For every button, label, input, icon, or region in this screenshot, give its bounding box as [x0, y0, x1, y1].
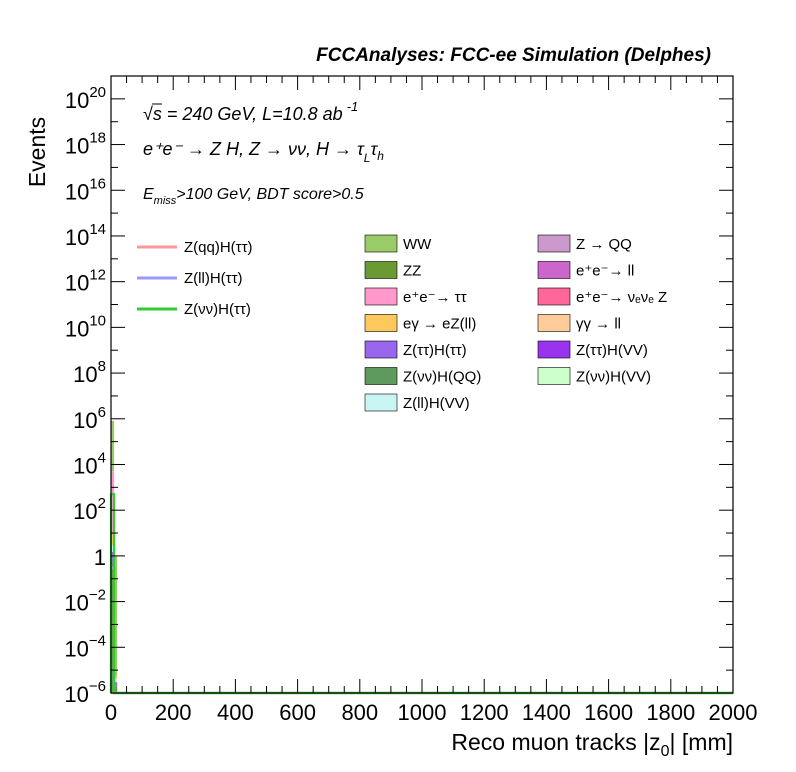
y-tick-label: 102 — [73, 495, 106, 524]
x-tick-label: 1000 — [398, 700, 447, 725]
bar-5-bin-1 — [114, 675, 118, 678]
legend-entry-label: Z(ll)H(ττ) — [184, 270, 243, 287]
legend-box-col2-label: e⁺e⁻→ ll — [576, 263, 634, 280]
legend-box-col2-label: Z → QQ — [576, 236, 632, 253]
bar-6-bin-1 — [114, 555, 118, 676]
legend-box-col1-label: eγ → eZ(ll) — [403, 316, 476, 333]
x-tick-label: 200 — [155, 700, 192, 725]
y-tick-label: 1020 — [65, 84, 106, 113]
legend-box-col1-label: Z(ττ)H(ττ) — [403, 342, 467, 359]
y-tick-label: 10−2 — [64, 587, 106, 616]
legend-box-col1-swatch — [364, 393, 398, 412]
y-tick-label: 1012 — [65, 267, 106, 296]
legend-box-col1-swatch — [364, 261, 398, 279]
x-tick-label: 1600 — [584, 700, 633, 725]
bar-6-bin-0 — [111, 420, 115, 472]
legend-box-col1-swatch — [364, 367, 398, 385]
legend-box-col1-swatch — [364, 340, 398, 359]
x-tick-label: 400 — [217, 700, 254, 725]
legend-box-col1-label: ZZ — [403, 263, 421, 280]
legend-box-col2-label: e⁺e⁻→ νₑνₑ Z — [576, 289, 667, 306]
bar-2-bin-0 — [111, 551, 115, 563]
legend-box-col1-label: e⁺e⁻→ ττ — [403, 289, 467, 306]
bar-0-bin-0 — [111, 670, 115, 693]
x-tick-label: 0 — [105, 700, 117, 725]
legend-box-col2-swatch — [537, 367, 571, 385]
y-axis-title: Events — [24, 117, 50, 187]
legend-entry-label: Z(νν)H(ττ) — [184, 301, 251, 318]
y-tick-label: 1010 — [65, 312, 106, 341]
x-tick-label: 1200 — [460, 700, 509, 725]
bar-2-bin-1 — [114, 682, 118, 687]
signal-line-2 — [109, 493, 733, 695]
x-tick-label: 2000 — [709, 700, 758, 725]
y-tick-label: 104 — [73, 449, 106, 478]
legend-box-col1-label: Z(ll)H(VV) — [403, 395, 470, 412]
legend: Z(qq)H(ττ) Z(ll)H(ττ) Z(νν)H(ττ) WW ZZ e⁺e⁻→ … — [137, 234, 667, 412]
chart-header: FCCAnalyses: FCC-ee Simulation (Delphes) — [316, 45, 711, 66]
annotation-selection: Emiss>100 GeV, BDT score>0.5 — [143, 186, 364, 207]
legend-box-col1-swatch — [364, 314, 398, 332]
bar-3-bin-0 — [111, 544, 115, 552]
legend-box-col1-label: WW — [403, 236, 432, 253]
legend-box-col1-swatch — [364, 234, 398, 253]
y-axis: 10−6 10−4 10−2 1 102 104 106 108 1010 1012 1014 101… — [64, 75, 733, 707]
bar-5-bin-0 — [111, 471, 115, 536]
y-tick-label: 106 — [73, 404, 106, 433]
x-tick-label: 600 — [279, 700, 316, 725]
legend-box-col2-swatch — [537, 234, 571, 253]
bar-1-bin-1 — [114, 686, 118, 693]
y-tick-label: 10−6 — [64, 678, 106, 707]
annotation-energy-lumi: √s = 240 GeV, L=10.8 ab -1 — [143, 99, 358, 124]
bar-1-bin-0 — [111, 562, 115, 671]
legend-entry-label: Z(qq)H(ττ) — [184, 239, 253, 256]
x-axis: 0 200 400 600 800 1000 1200 1400 1600 1800 2000 — [105, 76, 758, 725]
y-tick-label: 1014 — [65, 221, 106, 250]
signal-line-1 — [109, 566, 733, 695]
stacked-histogram — [111, 420, 118, 693]
y-tick-label: 1018 — [65, 130, 106, 159]
legend-box-col2-label: γγ → ll — [576, 316, 621, 333]
legend-box-col1-swatch — [364, 287, 398, 306]
x-tick-label: 800 — [341, 700, 378, 725]
legend-box-col2-swatch — [537, 340, 571, 359]
bar-4-bin-0 — [111, 535, 115, 545]
legend-box-col2-label: Z(ττ)H(VV) — [576, 342, 648, 359]
legend-box-col2-swatch — [537, 287, 571, 306]
y-tick-label: 1 — [94, 545, 106, 570]
x-tick-label: 1400 — [522, 700, 571, 725]
legend-box-col1-label: Z(νν)H(QQ) — [403, 369, 481, 386]
legend-box-col2-swatch — [537, 314, 571, 332]
x-axis-title: Reco muon tracks |z0| [mm] — [451, 729, 733, 760]
bar-4-bin-1 — [114, 677, 118, 680]
annotation-process: e⁺e⁻ → Z H, Z → νν, H → τLτh — [143, 139, 384, 165]
y-tick-label: 10−4 — [64, 632, 106, 661]
legend-box-col2-label: Z(νν)H(VV) — [576, 369, 651, 386]
y-tick-label: 108 — [73, 358, 106, 387]
x-tick-label: 1800 — [646, 700, 695, 725]
signal-lines — [109, 493, 733, 695]
legend-box-col2-swatch — [537, 261, 571, 279]
y-tick-label: 1016 — [65, 175, 106, 204]
bar-3-bin-1 — [114, 679, 118, 683]
